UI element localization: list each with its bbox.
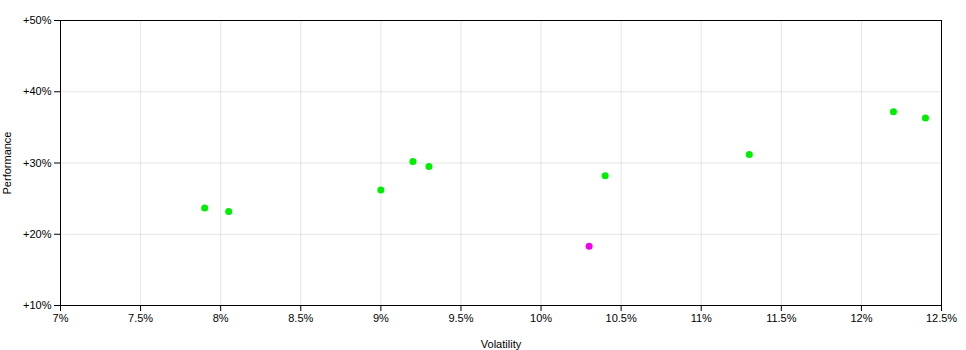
svg-text:11.5%: 11.5% — [766, 312, 797, 324]
svg-text:10%: 10% — [530, 312, 552, 324]
svg-text:+10%: +10% — [23, 299, 52, 311]
svg-text:+50%: +50% — [23, 14, 52, 26]
svg-text:7%: 7% — [53, 312, 69, 324]
svg-text:7.5%: 7.5% — [128, 312, 153, 324]
svg-text:+20%: +20% — [23, 228, 52, 240]
svg-text:10.5%: 10.5% — [606, 312, 637, 324]
svg-text:9.5%: 9.5% — [448, 312, 473, 324]
svg-text:12%: 12% — [850, 312, 872, 324]
svg-text:11%: 11% — [691, 312, 712, 324]
svg-text:9%: 9% — [373, 312, 389, 324]
svg-text:+40%: +40% — [23, 85, 52, 97]
svg-text:Volatility: Volatility — [481, 338, 522, 350]
svg-text:8%: 8% — [213, 312, 229, 324]
svg-text:8.5%: 8.5% — [288, 312, 313, 324]
svg-text:12.5%: 12.5% — [926, 312, 957, 324]
svg-text:+30%: +30% — [23, 157, 52, 169]
svg-text:Performance: Performance — [1, 132, 13, 195]
